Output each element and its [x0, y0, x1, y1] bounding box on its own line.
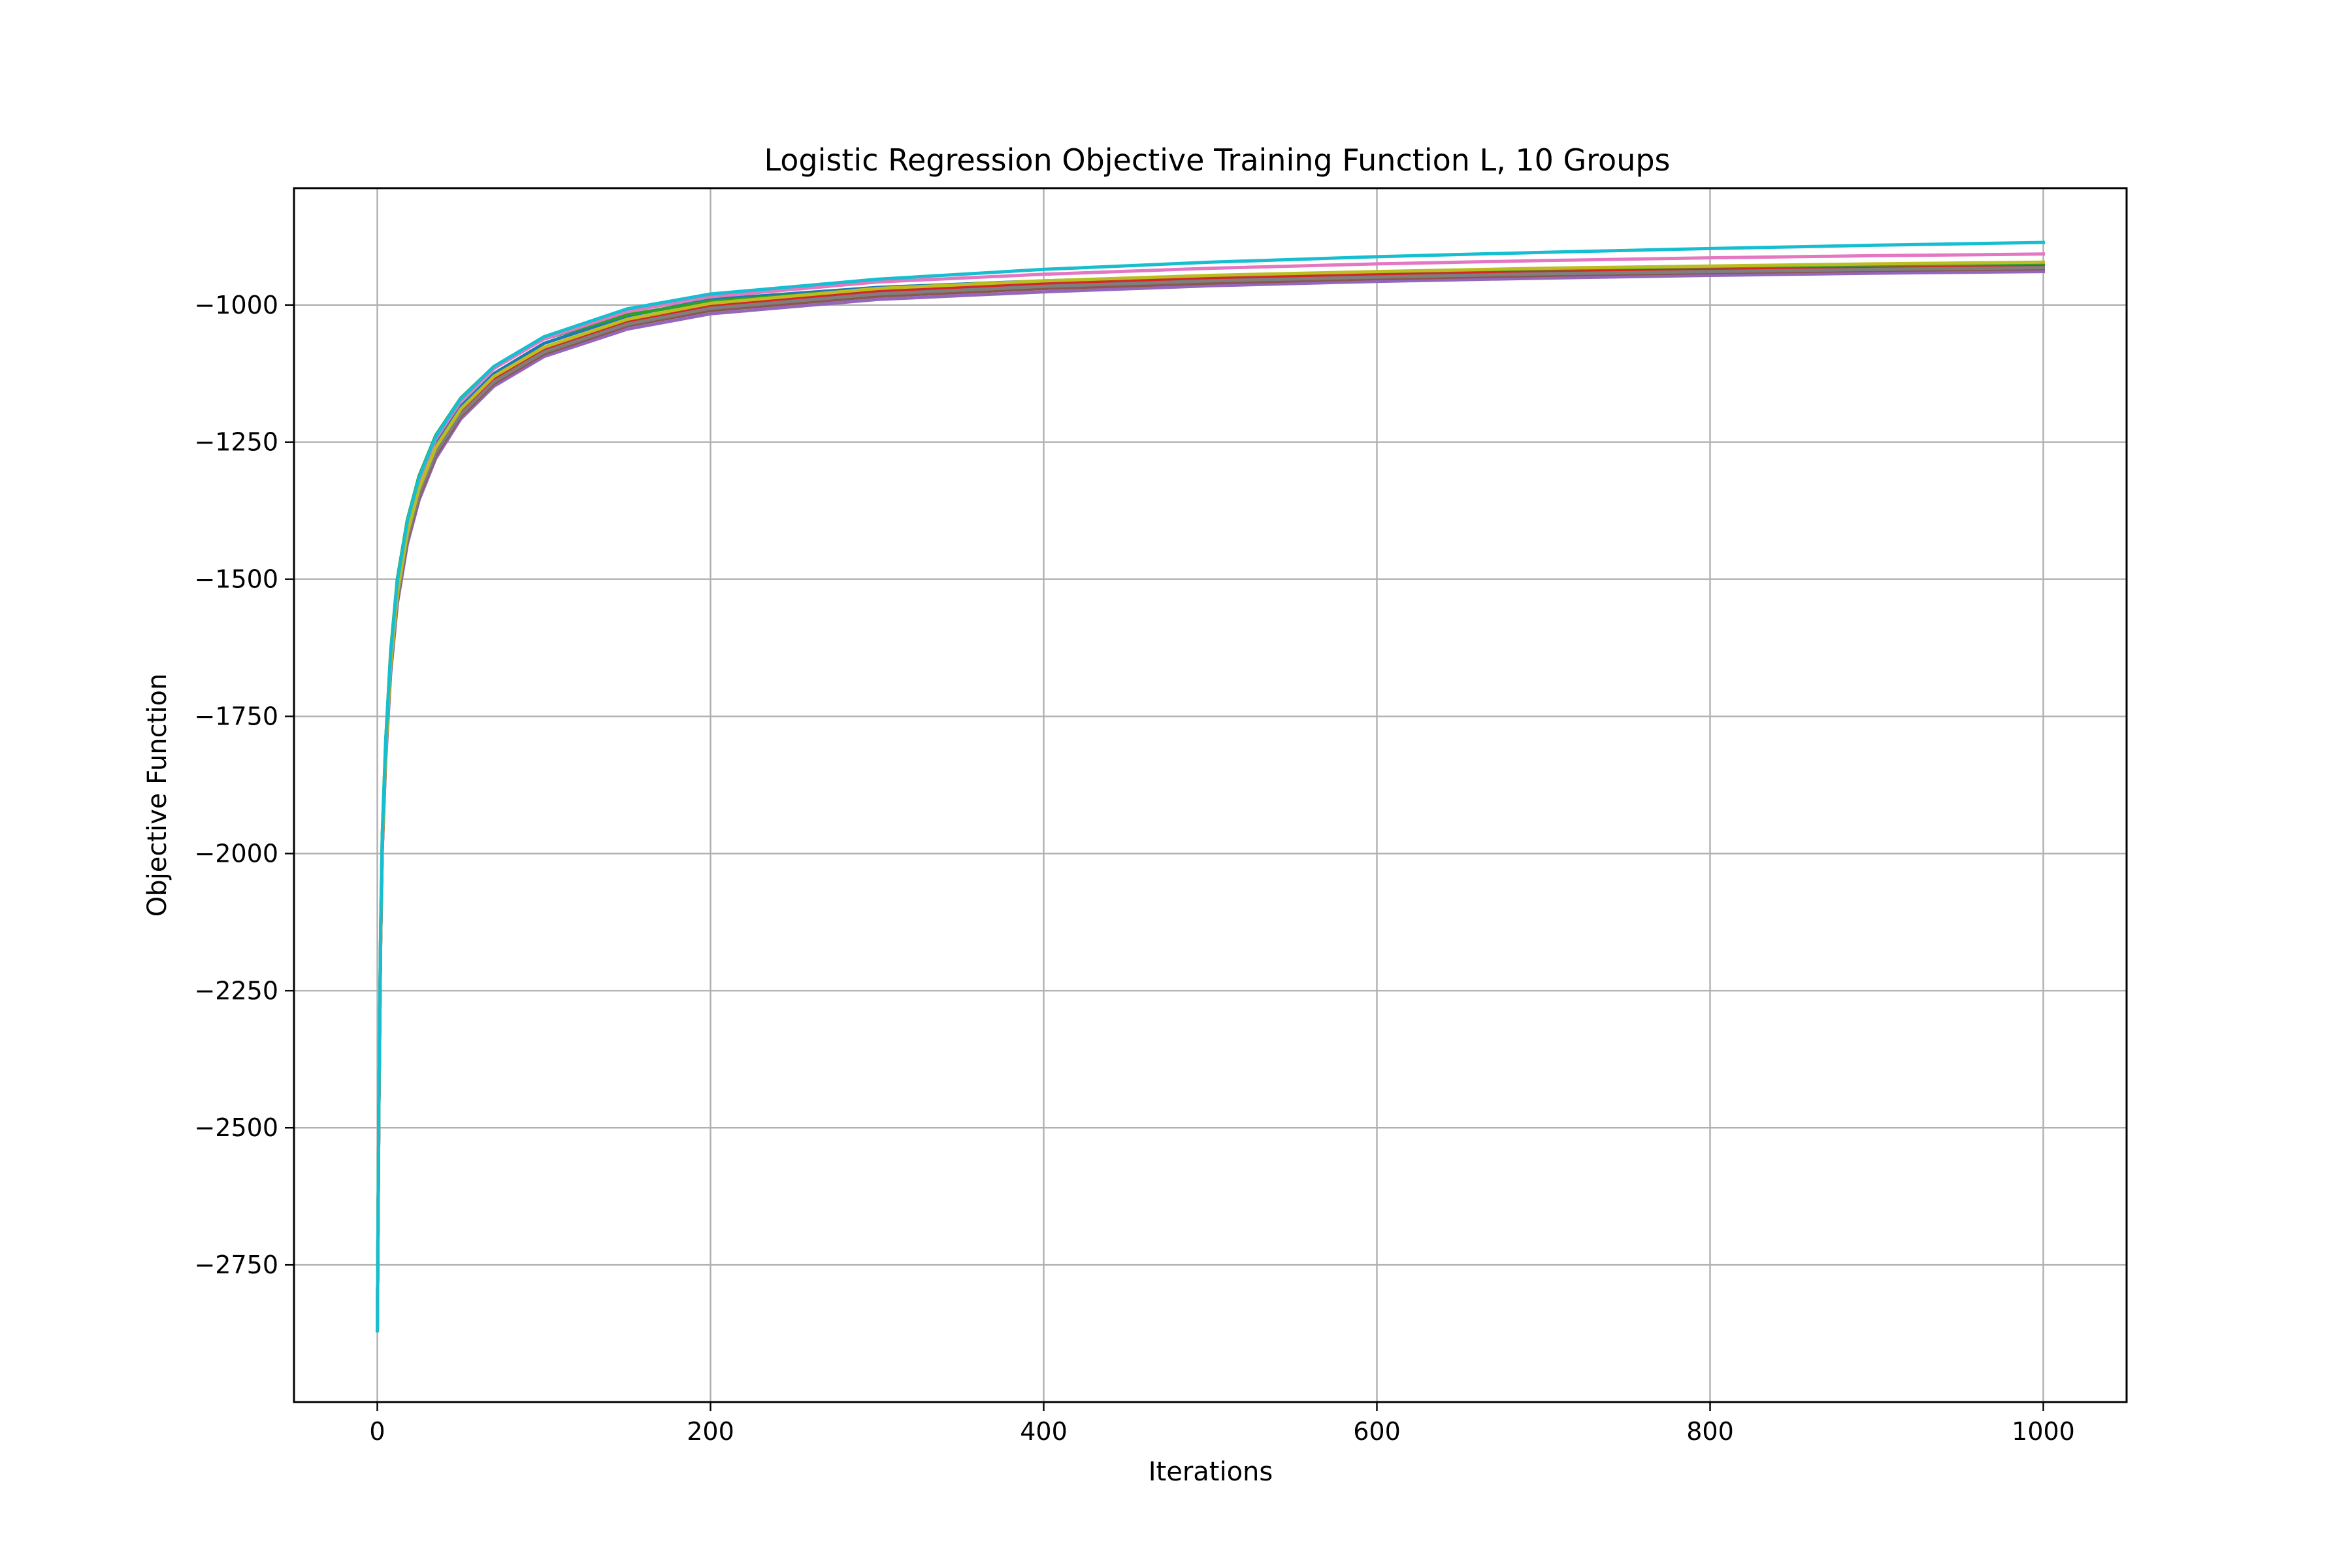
x-tick-label: 800	[1686, 1417, 1734, 1446]
x-tick-label: 200	[687, 1417, 734, 1446]
x-tick-label: 0	[369, 1417, 385, 1446]
y-tick-label: −2750	[194, 1250, 278, 1279]
chart-title: Logistic Regression Objective Training F…	[764, 142, 1670, 178]
grid-lines	[294, 188, 2127, 1402]
y-tick-label: −2250	[194, 976, 278, 1005]
y-tick-label: −2000	[194, 839, 278, 868]
x-axis-label: Iterations	[1149, 1457, 1273, 1487]
series-lines	[375, 240, 2046, 1333]
y-axis-label: Objective Function	[142, 674, 172, 917]
x-tick-label: 1000	[2012, 1417, 2075, 1446]
y-tick-label: −1750	[194, 702, 278, 731]
y-tick-label: −1250	[194, 428, 278, 457]
y-tick-label: −2500	[194, 1113, 278, 1142]
plot-area	[294, 188, 2127, 1402]
y-tick-label: −1000	[194, 291, 278, 319]
x-tick-label: 600	[1353, 1417, 1401, 1446]
plot-frame	[293, 187, 2128, 1403]
y-tick-label: −1500	[194, 565, 278, 594]
x-tick-label: 400	[1020, 1417, 1068, 1446]
series-line-10	[375, 240, 2046, 1333]
x-axis-ticks: 0 200 400 600 800 1000	[369, 1402, 2075, 1446]
y-axis-ticks: −2750 −2500 −2250 −2000 −1750 −1500 −1250 −1000	[194, 291, 294, 1279]
